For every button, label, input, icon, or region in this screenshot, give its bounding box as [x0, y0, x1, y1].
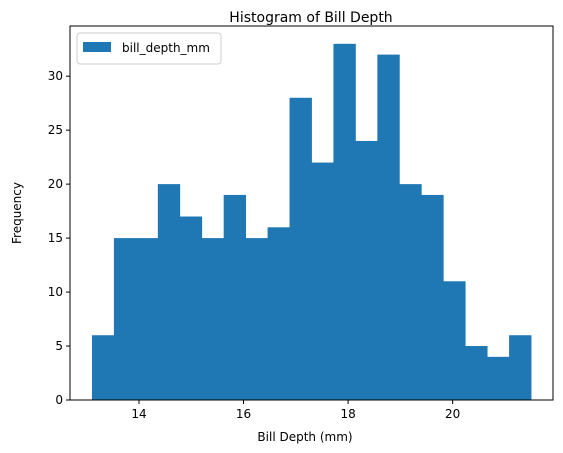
- x-tick-label: 20: [445, 407, 460, 421]
- histogram-bar: [399, 184, 422, 400]
- histogram-bar: [223, 194, 247, 400]
- histogram-bar: [179, 216, 203, 400]
- legend: bill_depth_mm: [76, 32, 222, 65]
- histogram-bar: [113, 238, 137, 400]
- x-axis-label: Bill Depth (mm): [257, 430, 352, 444]
- plot-frame: [69, 25, 554, 401]
- x-tick-label: 18: [340, 407, 355, 421]
- legend-swatch: [83, 42, 111, 52]
- histogram-bar: [289, 97, 312, 401]
- histogram-bar: [421, 194, 444, 400]
- histogram-bar: [157, 184, 181, 400]
- x-axis-ticks: 14 16 18 20: [131, 400, 460, 421]
- histogram-bar: [91, 335, 115, 400]
- bars-group: [91, 43, 532, 401]
- histogram-bar: [135, 238, 159, 400]
- x-tick-label: 14: [131, 407, 146, 421]
- x-tick-label: 16: [236, 407, 251, 421]
- histogram-bar: [377, 54, 400, 400]
- legend-box: [76, 32, 222, 65]
- histogram-bar: [201, 238, 225, 400]
- histogram-bar: [333, 43, 356, 401]
- y-tick-label: 10: [48, 285, 63, 299]
- y-tick-label: 0: [55, 393, 63, 407]
- histogram-bar: [443, 281, 466, 400]
- histogram-bar: [509, 335, 532, 400]
- chart-title: Histogram of Bill Depth: [229, 10, 392, 26]
- histogram-bar: [465, 346, 488, 400]
- histogram-bar: [311, 162, 334, 400]
- y-axis-label: Frequency: [10, 182, 24, 244]
- y-tick-label: 15: [48, 231, 63, 245]
- y-tick-label: 20: [48, 177, 63, 191]
- histogram-bar: [355, 140, 378, 400]
- y-tick-label: 25: [48, 123, 63, 137]
- legend-label: bill_depth_mm: [122, 41, 210, 55]
- histogram-bar: [267, 227, 290, 400]
- y-tick-label: 5: [55, 339, 63, 353]
- histogram-bar: [245, 238, 268, 400]
- y-axis-ticks: 0 5 10 15 20 25 30: [48, 69, 70, 407]
- y-tick-label: 30: [48, 69, 63, 83]
- histogram-bar: [487, 356, 510, 400]
